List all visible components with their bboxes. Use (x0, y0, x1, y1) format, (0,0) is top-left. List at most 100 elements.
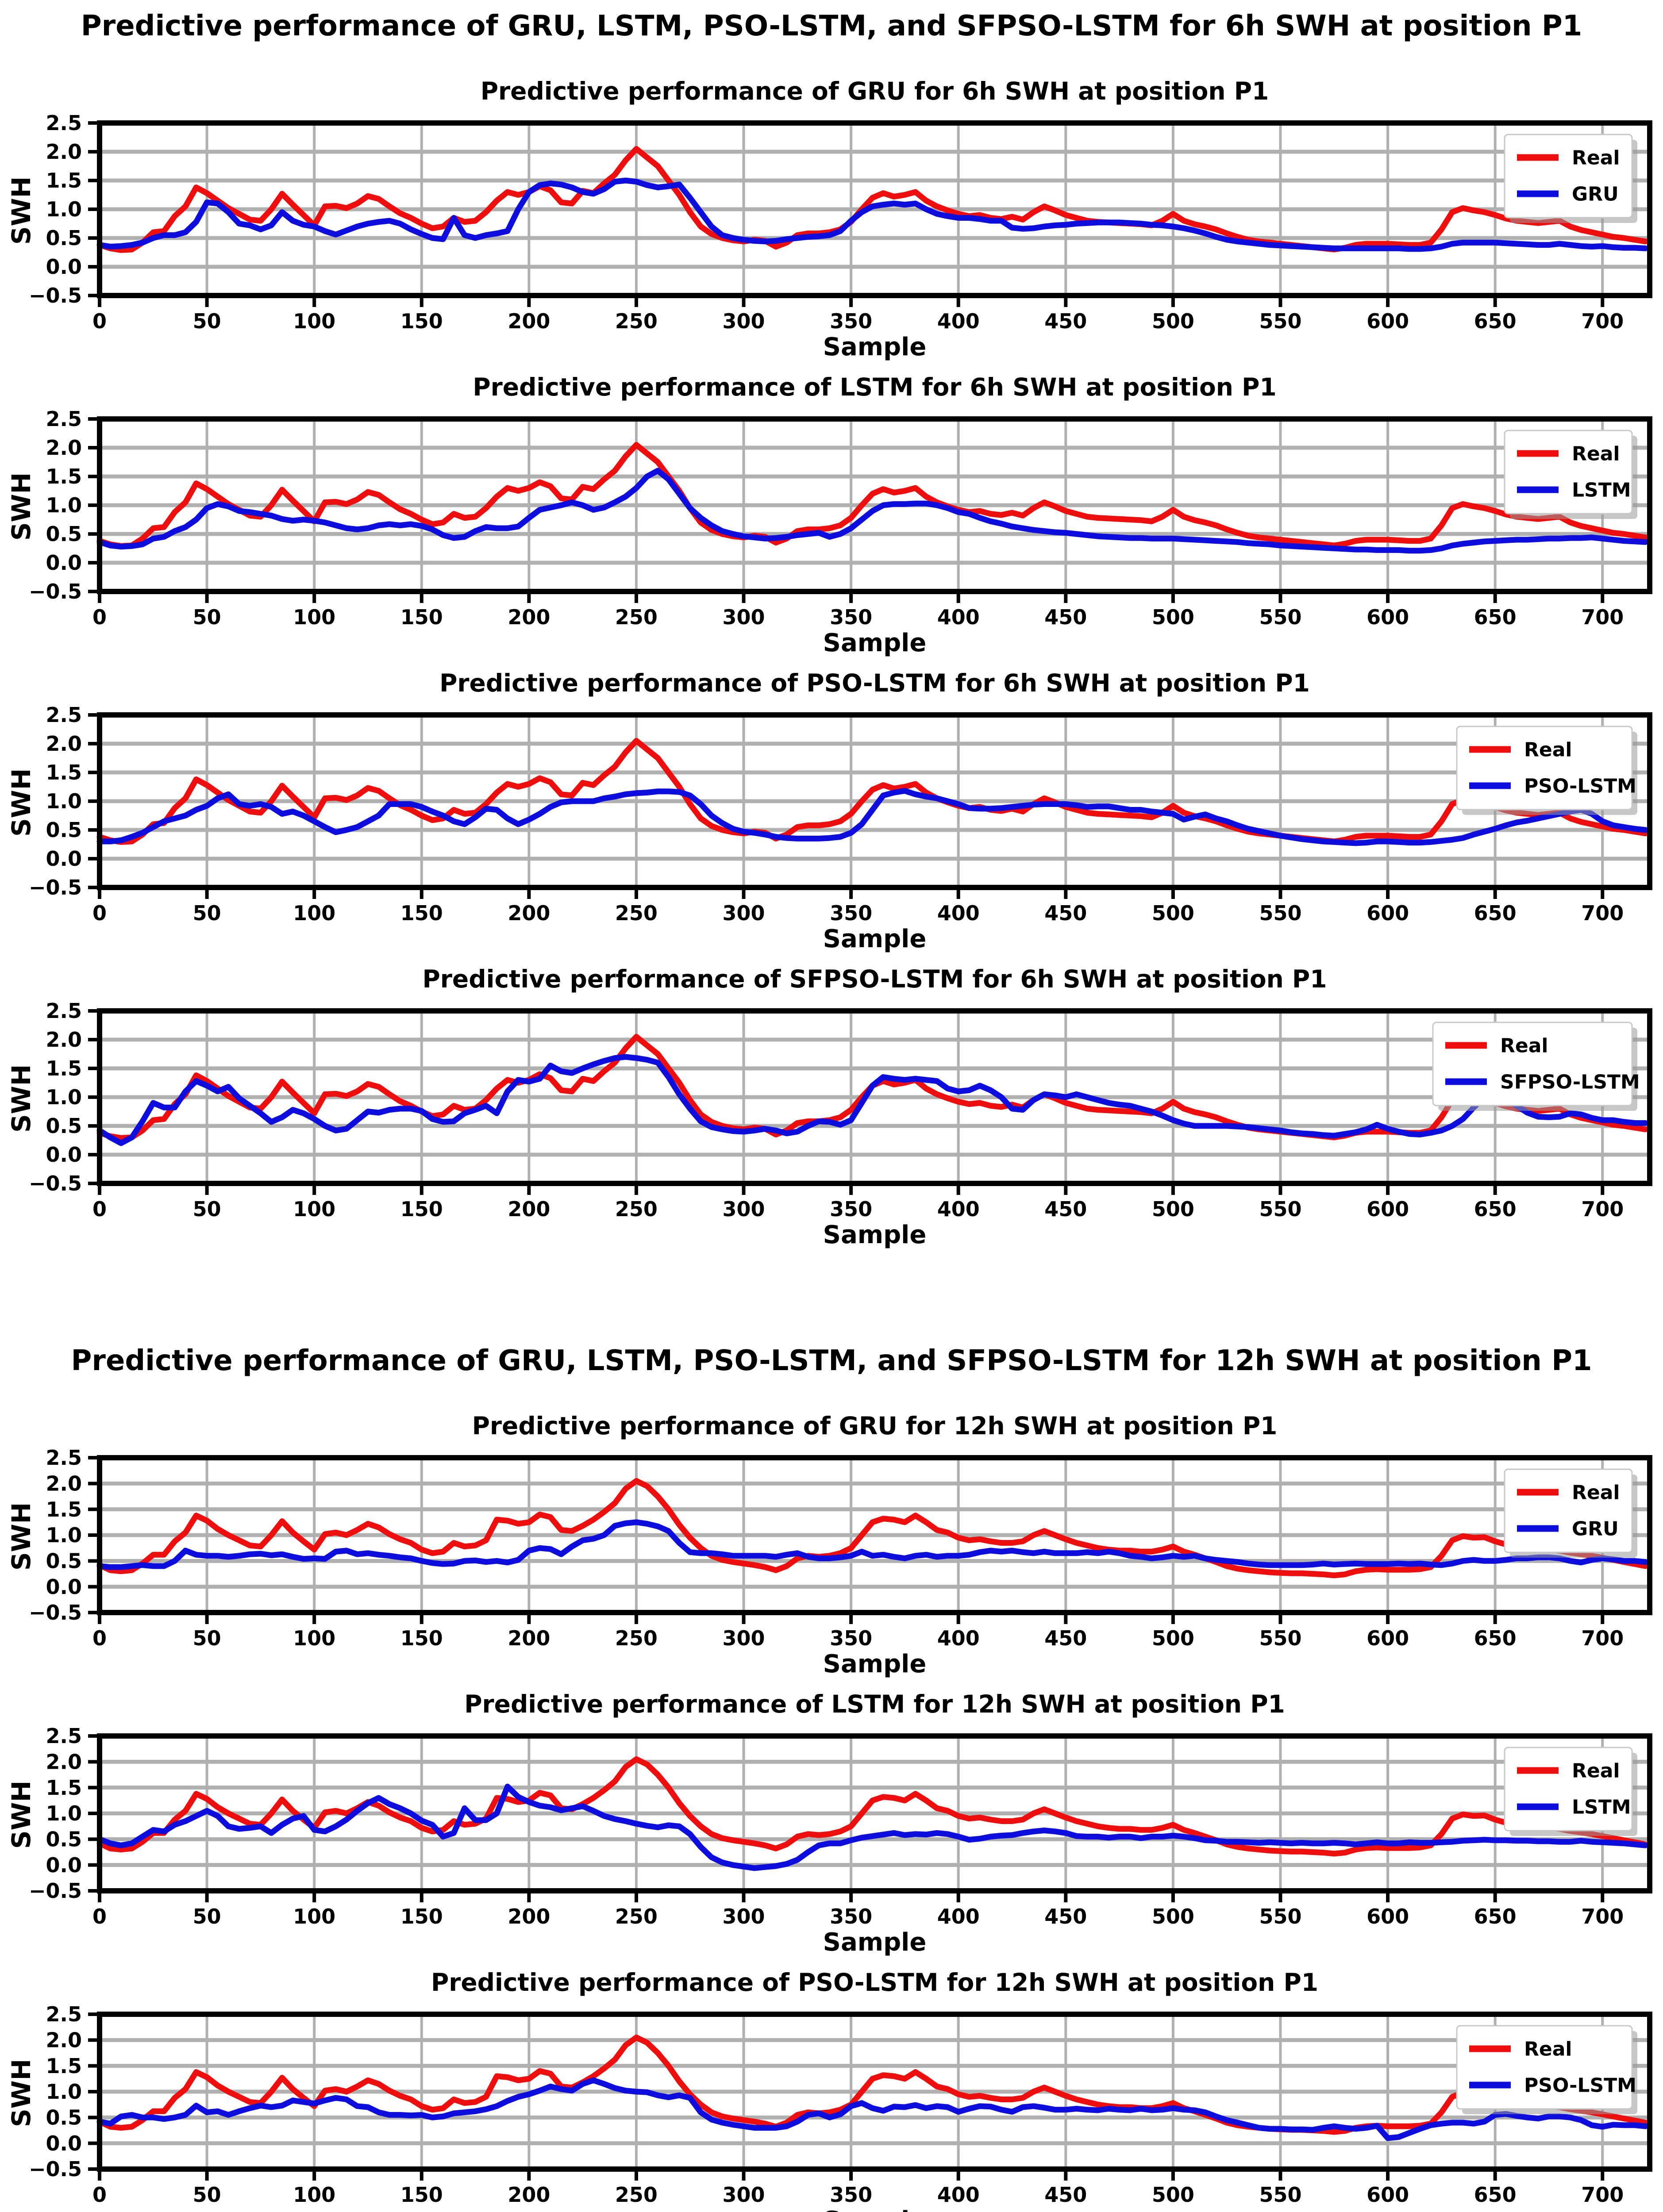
grid-lines (100, 715, 1650, 887)
pso-lstm-12h-line (96, 2077, 1648, 2141)
pso-lstm-6h-line (96, 788, 1648, 846)
x-tick-label: 0 (92, 2183, 107, 2206)
series (96, 1034, 1648, 1146)
x-tick-label: 300 (723, 2183, 765, 2206)
plot-canvas-gru-12h: 0 50 100 150 200 250 300 350 400 450 500 550 600 650 7… (0, 1444, 1663, 1650)
x-tick-label: 100 (293, 309, 335, 333)
y-tick-label: 2.5 (46, 407, 82, 431)
subplot-title: Predictive performance of LSTM for 12h S… (464, 1690, 1285, 1718)
subplot-pso-lstm-6h: Predictive performance of PSO-LSTM for 6… (0, 669, 1663, 953)
real-line (96, 2035, 1648, 2135)
y-ticks: 2.52.01.51.00.50.0−0.5 (29, 2002, 100, 2181)
x-tick-label: 550 (1259, 1197, 1301, 1221)
y-tick-label: −0.5 (29, 580, 82, 603)
figure-supertitle-12h: Predictive performance of GRU, LSTM, PSO… (71, 1344, 1592, 1377)
subplot-pso-lstm-12h: Predictive performance of PSO-LSTM for 1… (0, 1968, 1663, 2212)
subplot-lstm-6h: Predictive performance of LSTM for 6h SW… (0, 373, 1663, 657)
y-tick-label: 2.0 (46, 1028, 82, 1052)
y-tick-label: 0.0 (46, 1575, 82, 1599)
x-tick-label: 200 (508, 1197, 550, 1221)
y-tick-label: 2.5 (46, 999, 82, 1023)
x-axis-label: Sample (86, 2206, 1663, 2212)
y-tick-label: −0.5 (29, 284, 82, 307)
y-tick-label: 1.5 (46, 760, 82, 784)
x-axis-label: Sample (823, 333, 927, 361)
y-axis-label: SWH (6, 1064, 36, 1133)
series (96, 1478, 1648, 1578)
y-tick-label: 1.5 (46, 169, 82, 192)
x-tick-label: 0 (92, 605, 107, 629)
y-tick-label: 0.5 (46, 1549, 82, 1573)
x-tick-label: 150 (400, 605, 443, 629)
x-tick-label: 600 (1367, 1197, 1409, 1221)
x-tick-label: 300 (723, 605, 765, 629)
gru-6h-line (96, 177, 1648, 252)
plot-background (0, 1444, 1663, 1650)
x-tick-label: 250 (615, 901, 658, 925)
x-tick-label: 100 (293, 1197, 335, 1221)
x-tick-label: 500 (1152, 1905, 1194, 1928)
x-tick-label: 600 (1367, 2183, 1409, 2206)
x-tick-label: 250 (615, 1626, 658, 1650)
y-tick-label: 2.5 (46, 111, 82, 135)
x-axis-label: Sample (823, 925, 927, 953)
x-tick-label: 350 (830, 309, 872, 333)
legend: Real GRU (1504, 1468, 1637, 1558)
x-tick-label: 500 (1152, 2183, 1194, 2206)
x-tick-label: 100 (293, 605, 335, 629)
x-tick-label: 50 (193, 1197, 221, 1221)
x-tick-label: 550 (1259, 2183, 1301, 2206)
subplot-lstm-12h: Predictive performance of LSTM for 12h S… (0, 1690, 1663, 1957)
x-tick-label: 300 (723, 1626, 765, 1650)
y-axis-label: SWH (6, 768, 36, 837)
legend-label: PSO-LSTM (1524, 2074, 1636, 2097)
x-tick-label: 150 (400, 309, 443, 333)
x-tick-label: 600 (1367, 605, 1409, 629)
x-tick-label: 0 (92, 1626, 107, 1650)
x-tick-label: 200 (508, 1905, 550, 1928)
x-tick-label: 150 (400, 1905, 443, 1928)
x-axis-label: Sample (823, 1650, 927, 1678)
x-tick-label: 350 (830, 2183, 872, 2206)
x-tick-label: 300 (723, 1905, 765, 1928)
y-axis-label: SWH (6, 472, 36, 541)
subplot-gru-12h: Predictive performance of GRU for 12h SW… (0, 1412, 1663, 1678)
legend-label: LSTM (1572, 1796, 1631, 1818)
x-ticks: 0 50 100 150 200 250 300 350 400 450 500 550 600 650 7… (92, 1613, 1624, 1650)
legend-label: PSO-LSTM (1524, 775, 1636, 797)
legend-label: LSTM (1572, 479, 1631, 501)
y-tick-label: 1.5 (46, 2054, 82, 2078)
y-tick-label: 0.0 (46, 1143, 82, 1167)
legend-label: GRU (1572, 1517, 1619, 1540)
x-tick-label: 250 (615, 605, 658, 629)
y-tick-label: 0.5 (46, 1827, 82, 1851)
subplot-sfpso-lstm-6h: Predictive performance of SFPSO-LSTM for… (0, 965, 1663, 1249)
subplot-title: Predictive performance of PSO-LSTM for 6… (439, 669, 1310, 697)
y-tick-label: 0.0 (46, 847, 82, 871)
x-tick-label: 200 (508, 605, 550, 629)
series (96, 442, 1648, 554)
legend-label: Real (1524, 738, 1572, 761)
x-ticks: 0 50 100 150 200 250 300 350 400 450 500 550 600 650 7… (92, 2169, 1624, 2206)
y-tick-label: 2.0 (46, 436, 82, 460)
y-tick-label: 0.5 (46, 1114, 82, 1138)
legend-label: Real (1500, 1034, 1548, 1057)
x-ticks: 0 50 100 150 200 250 300 350 400 450 500 550 600 650 7… (92, 1891, 1624, 1928)
x-tick-label: 550 (1259, 1905, 1301, 1928)
plot-canvas-pso-lstm-12h: 0 50 100 150 200 250 300 350 400 450 500 550 600 650 7… (0, 2001, 1663, 2206)
x-tick-label: 700 (1581, 309, 1624, 333)
y-tick-label: 1.0 (46, 1085, 82, 1109)
x-tick-label: 150 (400, 1197, 443, 1221)
x-tick-label: 500 (1152, 1197, 1194, 1221)
y-tick-label: 2.0 (46, 2028, 82, 2052)
subplot-title: Predictive performance of GRU for 6h SWH… (480, 77, 1269, 105)
y-tick-label: 0.0 (46, 1853, 82, 1877)
x-tick-label: 450 (1044, 1197, 1087, 1221)
x-tick-label: 50 (193, 901, 221, 925)
y-tick-label: 1.5 (46, 465, 82, 488)
x-tick-label: 100 (293, 1905, 335, 1928)
figure-12h: Predictive performance of GRU, LSTM, PSO… (0, 1344, 1663, 2212)
y-ticks: 2.52.01.51.00.50.0−0.5 (29, 703, 100, 899)
plot-canvas-pso-lstm-6h: 0 50 100 150 200 250 300 350 400 450 500 550 600 650 7… (0, 702, 1663, 925)
y-tick-label: 1.5 (46, 1498, 82, 1521)
